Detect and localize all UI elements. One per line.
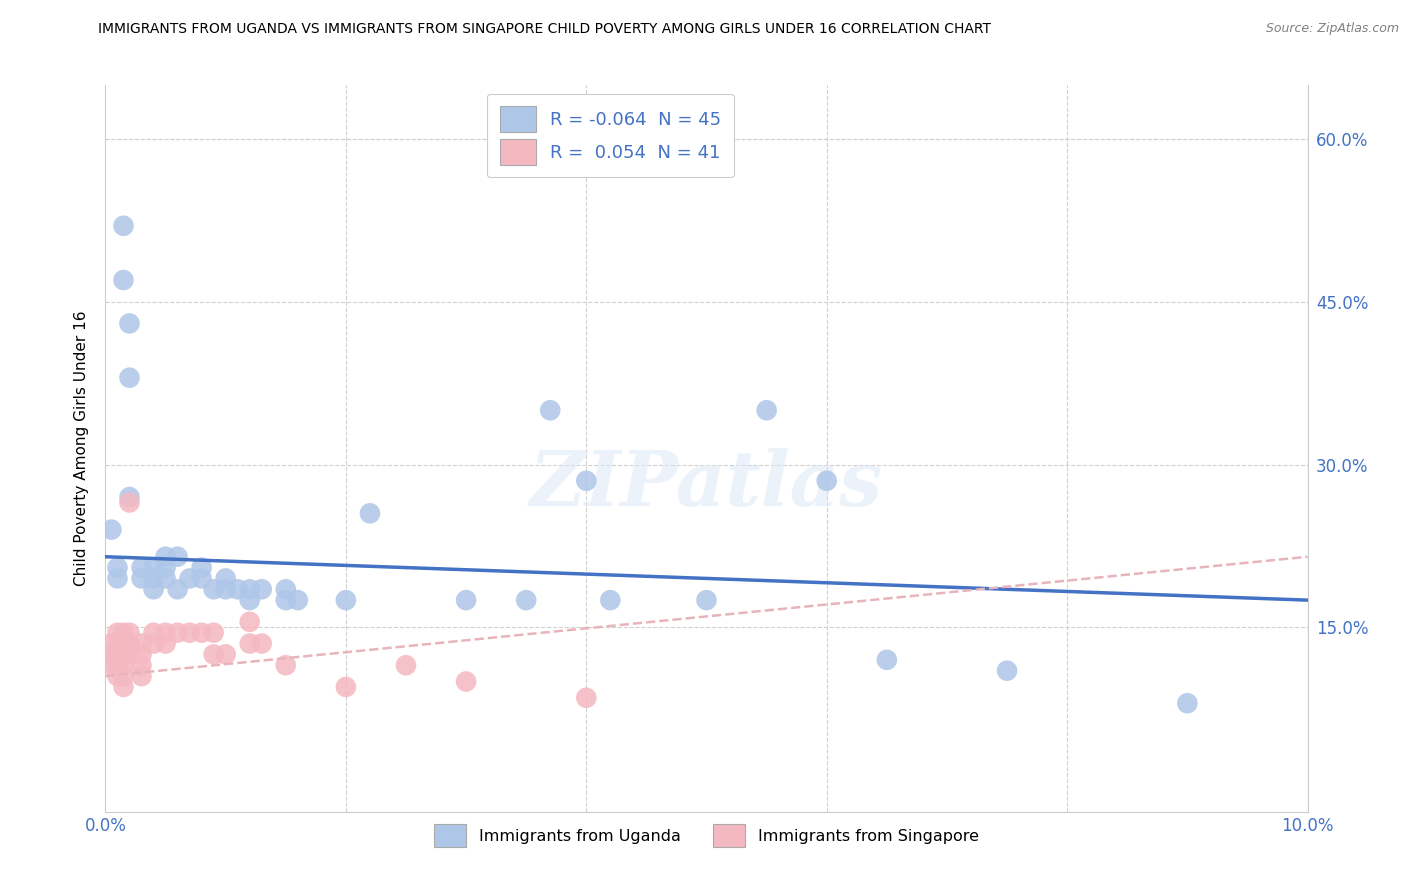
Point (335, 680, 357, 694)
Point (100, 636, 122, 650)
Point (214, 571, 236, 585)
Point (100, 523, 122, 537)
Point (118, 648, 141, 662)
Point (190, 560, 212, 574)
Point (107, 560, 129, 574)
Point (166, 549, 188, 564)
Point (112, 669, 135, 683)
Point (274, 582, 297, 597)
Point (190, 625, 212, 640)
Point (815, 474, 838, 488)
Point (112, 648, 135, 662)
Y-axis label: Child Poverty Among Girls Under 16: Child Poverty Among Girls Under 16 (75, 310, 90, 586)
Legend: Immigrants from Uganda, Immigrants from Singapore: Immigrants from Uganda, Immigrants from … (423, 814, 990, 858)
Point (131, 560, 153, 574)
Point (190, 571, 212, 585)
Point (179, 571, 201, 585)
Point (1175, 696, 1198, 710)
Point (454, 674, 477, 689)
Point (112, 636, 135, 650)
Point (107, 658, 129, 673)
Point (995, 664, 1018, 678)
Point (876, 653, 898, 667)
Point (696, 593, 718, 607)
Point (538, 403, 561, 417)
Point (575, 690, 598, 705)
Point (250, 582, 273, 597)
Point (335, 593, 357, 607)
Point (287, 593, 309, 607)
Point (274, 658, 297, 673)
Point (239, 593, 262, 607)
Point (118, 317, 141, 331)
Point (118, 625, 141, 640)
Point (112, 273, 135, 287)
Point (395, 658, 418, 673)
Point (131, 636, 153, 650)
Point (166, 625, 188, 640)
Point (155, 571, 177, 585)
Point (575, 474, 598, 488)
Point (107, 669, 129, 683)
Point (107, 648, 129, 662)
Point (100, 658, 122, 673)
Point (118, 636, 141, 650)
Point (112, 680, 135, 694)
Point (155, 636, 177, 650)
Point (239, 615, 262, 629)
Point (107, 625, 129, 640)
Point (100, 648, 122, 662)
Point (142, 636, 165, 650)
Point (118, 370, 141, 384)
Point (131, 658, 153, 673)
Point (112, 219, 135, 233)
Point (226, 582, 249, 597)
Point (202, 648, 225, 662)
Point (214, 648, 236, 662)
Point (118, 495, 141, 509)
Point (202, 582, 225, 597)
Point (214, 582, 236, 597)
Point (359, 506, 381, 520)
Point (118, 490, 141, 504)
Text: IMMIGRANTS FROM UGANDA VS IMMIGRANTS FROM SINGAPORE CHILD POVERTY AMONG GIRLS UN: IMMIGRANTS FROM UGANDA VS IMMIGRANTS FRO… (98, 22, 991, 37)
Point (142, 571, 165, 585)
Point (274, 593, 297, 607)
Point (239, 636, 262, 650)
Point (112, 625, 135, 640)
Point (131, 648, 153, 662)
Point (107, 636, 129, 650)
Point (142, 560, 165, 574)
Text: Source: ZipAtlas.com: Source: ZipAtlas.com (1265, 22, 1399, 36)
Point (179, 625, 201, 640)
Point (112, 658, 135, 673)
Point (155, 625, 177, 640)
Point (515, 593, 537, 607)
Point (131, 571, 153, 585)
Point (202, 625, 225, 640)
Point (250, 636, 273, 650)
Point (142, 625, 165, 640)
Point (239, 582, 262, 597)
Point (131, 669, 153, 683)
Point (755, 403, 778, 417)
Point (155, 549, 177, 564)
Point (107, 571, 129, 585)
Point (142, 582, 165, 597)
Point (166, 582, 188, 597)
Text: ZIPatlas: ZIPatlas (530, 448, 883, 522)
Point (599, 593, 621, 607)
Point (155, 560, 177, 574)
Point (454, 593, 477, 607)
